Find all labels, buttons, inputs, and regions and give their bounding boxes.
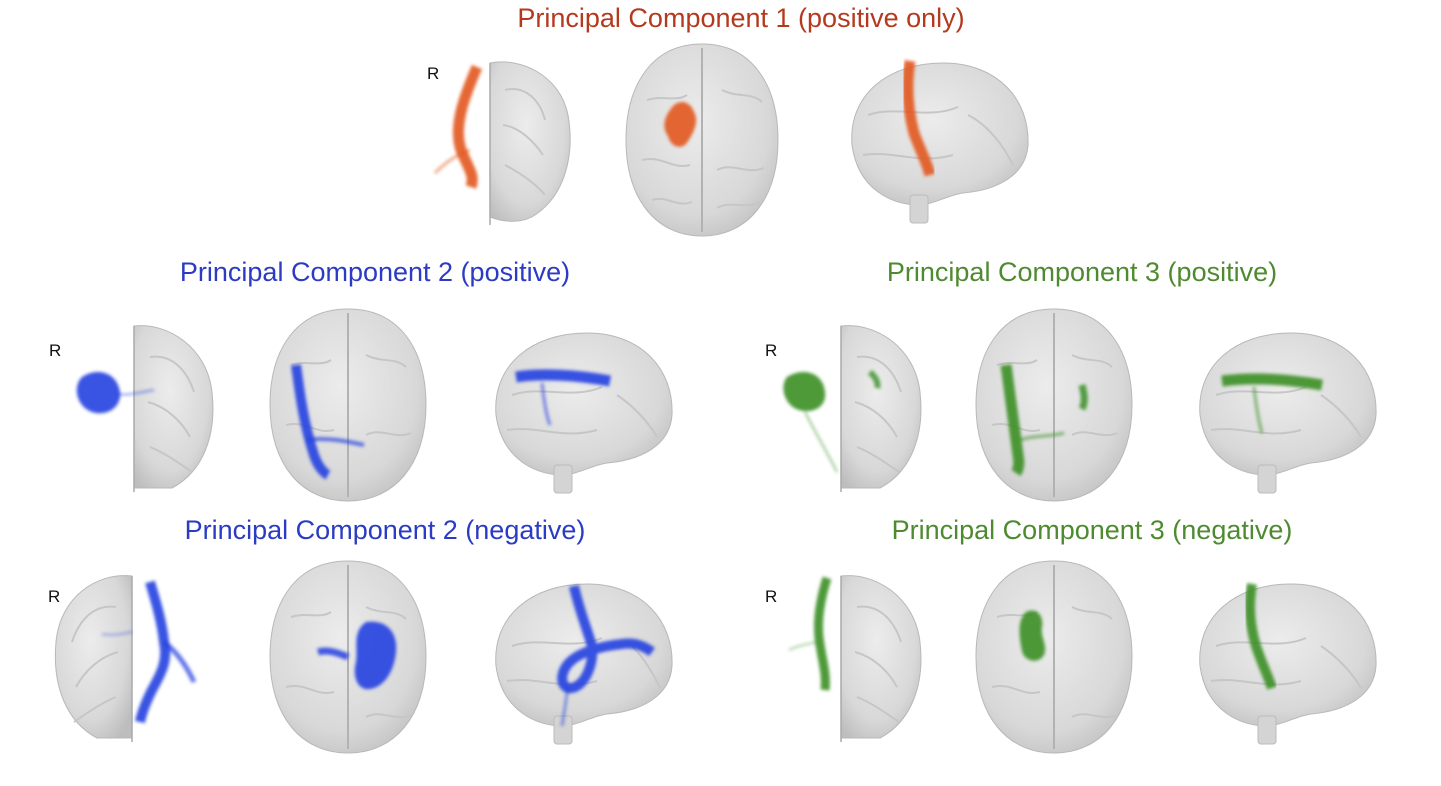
tract-pc2-positive-sagittal (515, 369, 611, 426)
orientation-label-r: R (49, 341, 62, 360)
brain-coronal-view-pc2-negative (54, 575, 197, 742)
brain-axial-view-pc1 (625, 43, 779, 237)
brain-sagittal-view-pc2-negative (495, 583, 673, 745)
brain-sagittal-view-pc3-positive (1199, 332, 1377, 494)
tract-pc3-negative-coronal (788, 576, 832, 691)
tract-pc1-axial (664, 101, 697, 147)
tract-pc3-negative-sagittal (1244, 583, 1277, 690)
brain-axial-view-pc2-positive (269, 308, 427, 502)
title-pc1-positive-only: Principal Component 1 (positive only) (517, 3, 965, 33)
brain-coronal-view-pc3-negative (788, 575, 922, 742)
brain-axial-view-pc3-positive (975, 308, 1133, 502)
tract-pc3-positive-sagittal (1221, 373, 1323, 434)
tract-pc3-negative-axial (1019, 610, 1046, 661)
brain-coronal-view-pc1 (433, 61, 571, 225)
orientation-label-r: R (765, 341, 778, 360)
title-pc2-negative: Principal Component 2 (negative) (184, 515, 586, 545)
tract-pc2-positive-axial (291, 364, 365, 480)
tract-pc1-sagittal (902, 60, 936, 177)
tract-pc2-negative-coronal (101, 580, 197, 724)
tract-pc3-positive-axial (1000, 364, 1088, 477)
brain-sagittal-view-pc1 (851, 60, 1029, 224)
tract-pc3-positive-coronal (783, 369, 881, 473)
orientation-label-r: R (48, 587, 61, 606)
tract-pc2-negative-axial (316, 621, 397, 690)
brain-sagittal-view-pc2-positive (495, 332, 673, 494)
brain-coronal-view-pc3-positive (783, 325, 922, 492)
brain-axial-view-pc3-negative (975, 560, 1133, 754)
brain-axial-view-pc2-negative (269, 560, 427, 754)
brain-coronal-view-pc2-positive (76, 325, 214, 492)
tract-pc1-coronal (433, 64, 483, 189)
title-pc3-negative: Principal Component 3 (negative) (891, 515, 1293, 545)
orientation-label-r: R (765, 587, 778, 606)
tract-pc2-negative-sagittal (557, 584, 655, 727)
brain-sagittal-view-pc3-negative (1199, 583, 1377, 745)
orientation-label-r: R (427, 64, 440, 83)
tract-pc2-positive-coronal (76, 372, 155, 414)
title-pc3-positive: Principal Component 3 (positive) (886, 257, 1278, 287)
title-pc2-positive: Principal Component 2 (positive) (179, 257, 571, 287)
